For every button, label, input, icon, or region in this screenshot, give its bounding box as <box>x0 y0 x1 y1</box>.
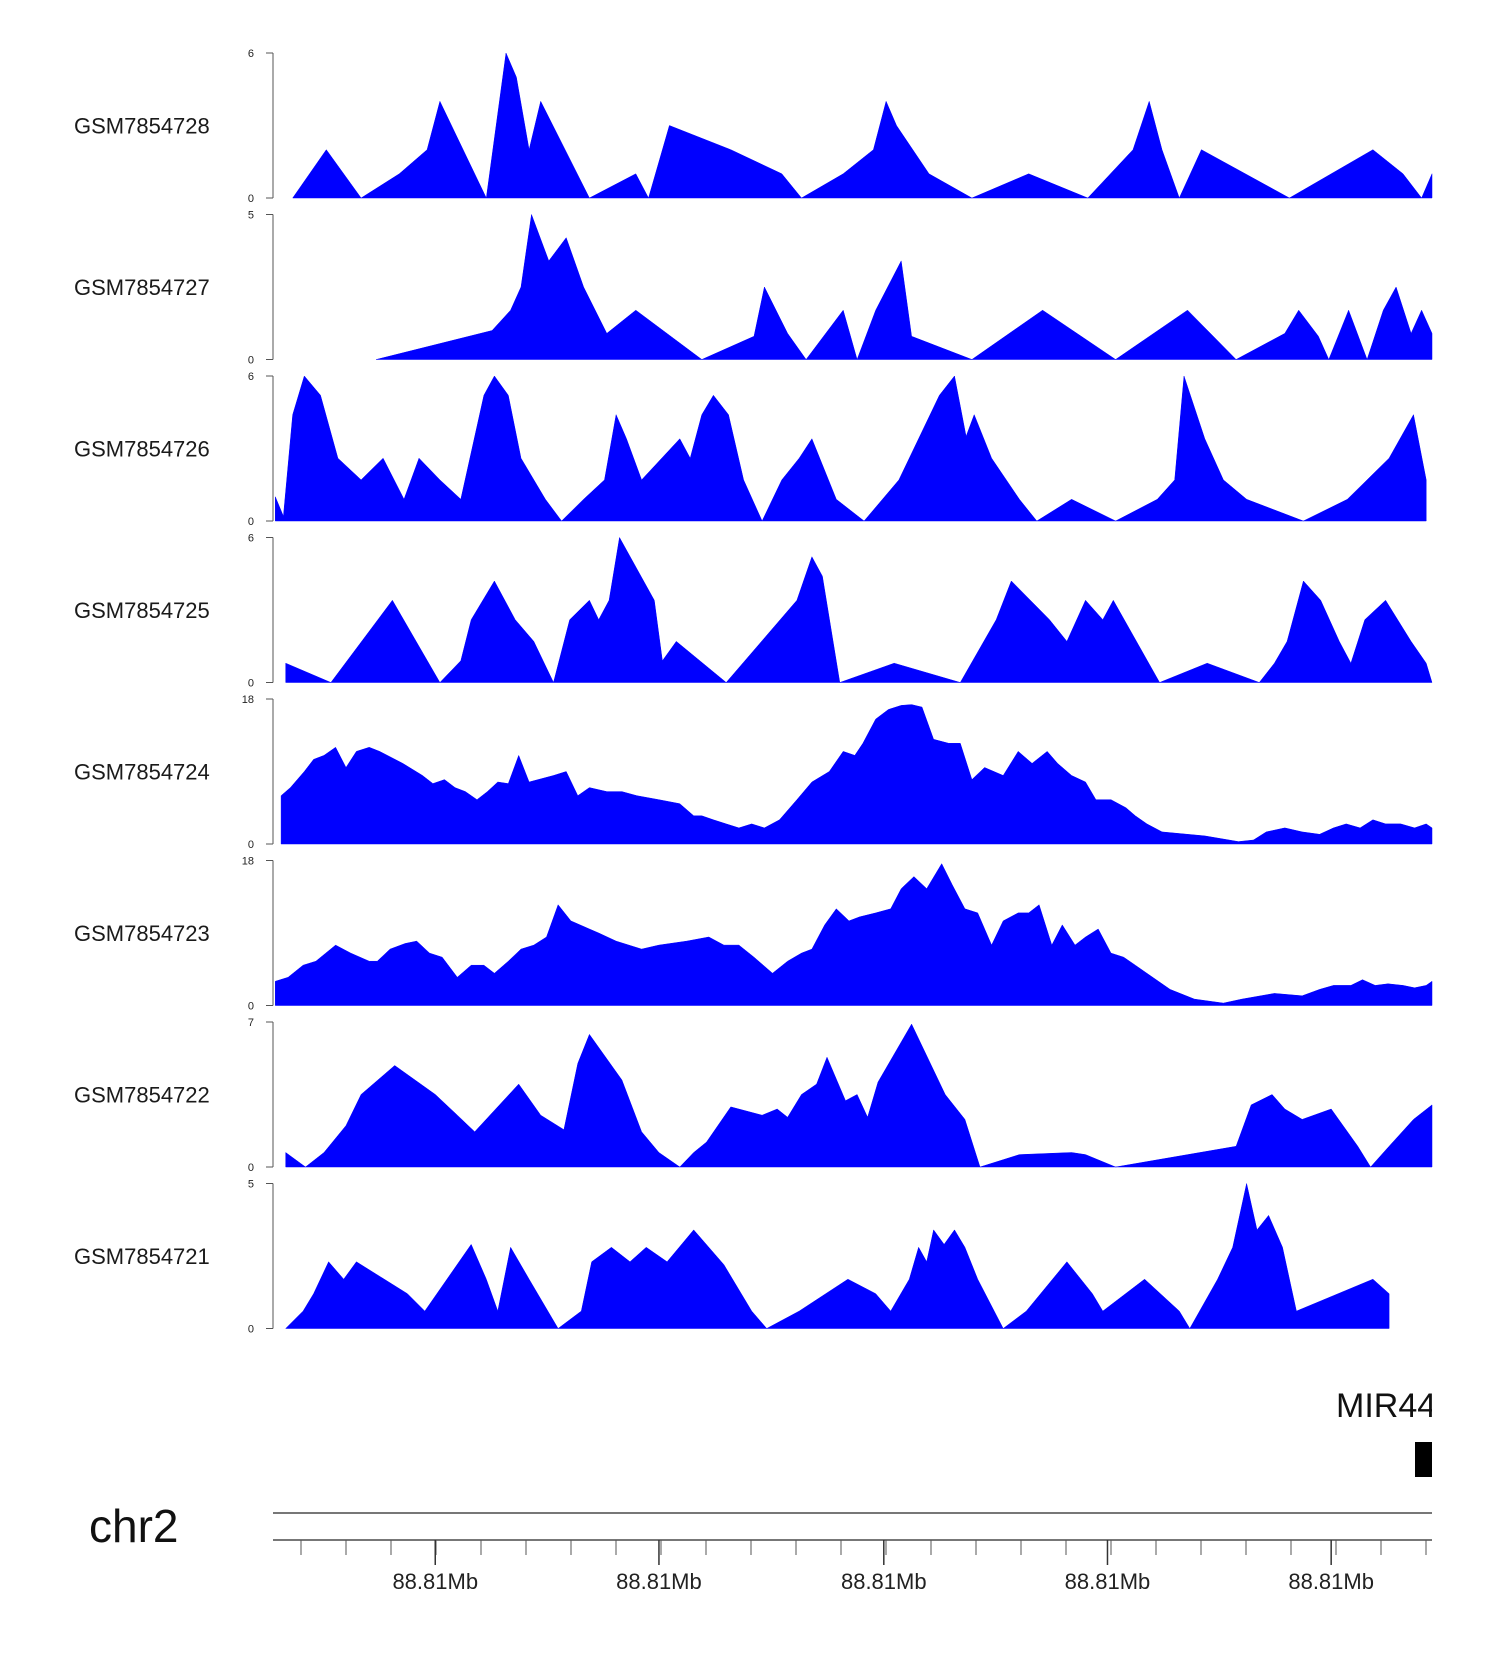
coverage-area <box>285 1183 1390 1329</box>
y-max-label: 18 <box>242 694 254 706</box>
coverage-area <box>275 863 1433 1006</box>
coverage-area <box>376 214 1433 361</box>
track-label: GSM7854726 <box>74 437 210 462</box>
track-label: GSM7854722 <box>74 1083 210 1108</box>
track-label: GSM7854723 <box>74 921 210 946</box>
axis-tick-label: 88.81Mb <box>616 1569 702 1594</box>
track-label: GSM7854725 <box>74 598 210 623</box>
coverage-area <box>280 704 1433 845</box>
y-min-label: 0 <box>248 193 254 205</box>
y-min-label: 0 <box>248 355 254 367</box>
track-label: GSM7854727 <box>74 275 210 300</box>
y-min-label: 0 <box>248 516 254 528</box>
gene-label: MIR44 <box>1336 1387 1436 1425</box>
y-min-label: 0 <box>248 1001 254 1013</box>
y-max-label: 18 <box>242 856 254 868</box>
y-min-label: 0 <box>248 678 254 690</box>
y-max-label: 6 <box>248 533 254 545</box>
track-label: GSM7854724 <box>74 760 210 785</box>
gene-feature <box>1415 1442 1436 1477</box>
y-min-label: 0 <box>248 1324 254 1336</box>
y-max-label: 6 <box>248 371 254 383</box>
axis-tick-label: 88.81Mb <box>1065 1569 1151 1594</box>
y-max-label: 5 <box>248 210 254 222</box>
coverage-area <box>285 1023 1433 1168</box>
y-min-label: 0 <box>248 839 254 851</box>
y-max-label: 6 <box>248 48 254 60</box>
gene-clip-mask <box>1432 1380 1500 1490</box>
y-max-label: 7 <box>248 1017 254 1029</box>
coverage-area <box>275 375 1427 522</box>
track-label: GSM7854728 <box>74 114 210 139</box>
axis-tick-label: 88.81Mb <box>392 1569 478 1594</box>
coverage-area <box>285 536 1433 684</box>
track-label: GSM7854721 <box>74 1244 210 1269</box>
chromosome-label: chr2 <box>89 1500 178 1552</box>
y-min-label: 0 <box>248 1162 254 1174</box>
axis-tick-label: 88.81Mb <box>1288 1569 1374 1594</box>
axis-tick-label: 88.81Mb <box>841 1569 927 1594</box>
y-max-label: 5 <box>248 1179 254 1191</box>
coverage-area <box>292 52 1433 199</box>
